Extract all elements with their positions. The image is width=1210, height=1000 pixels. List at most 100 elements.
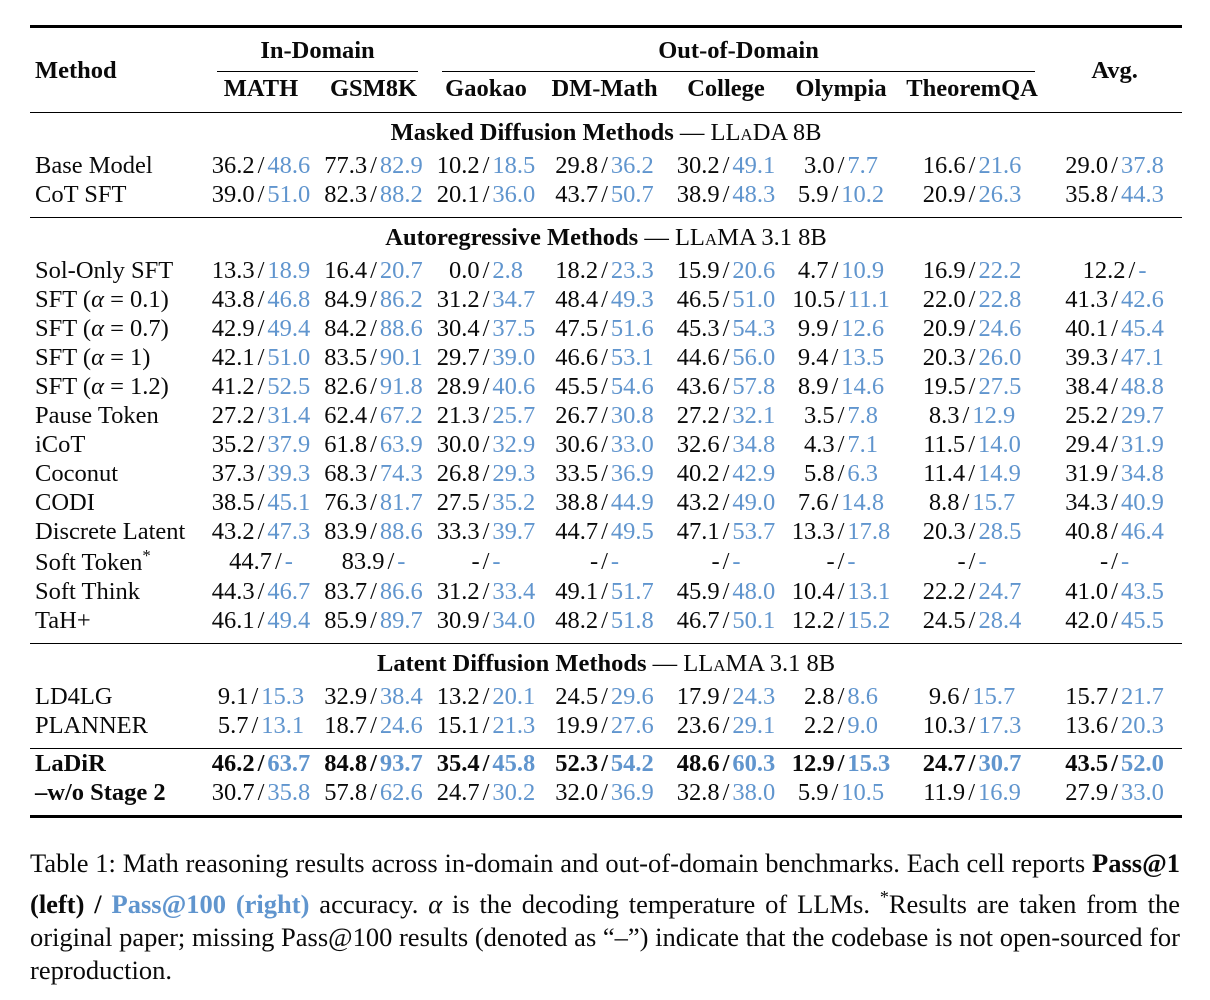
pass1-value: 38.8 xyxy=(555,488,599,516)
slash-separator: / xyxy=(601,547,608,575)
column-header-math: MATH xyxy=(223,75,299,102)
method-cell: LD4LG xyxy=(35,682,113,710)
pass1-value: 23.6 xyxy=(676,711,720,739)
pass1-value: 15.1 xyxy=(436,711,480,739)
pass100-value: 7.8 xyxy=(847,401,879,429)
pass100-value: 10.9 xyxy=(841,256,885,284)
score-cell: 30.6/33.0 xyxy=(542,430,667,459)
score-cell: 15.1/21.3 xyxy=(430,711,542,749)
score-cell: 8.8/15.7 xyxy=(897,488,1047,517)
method-cell: CODI xyxy=(35,488,95,516)
pass100-value: 54.2 xyxy=(610,749,654,777)
slash-separator: / xyxy=(1111,430,1118,458)
slash-separator: / xyxy=(722,606,730,634)
pass1-value: 8.8 xyxy=(928,488,960,516)
pass1-value: 2.8 xyxy=(803,682,835,710)
slash-separator: / xyxy=(722,749,730,777)
score-cell: 52.3/54.2 xyxy=(542,749,667,779)
pass100-value: 37.8 xyxy=(1120,151,1164,179)
slash-separator: / xyxy=(257,180,265,208)
slash-separator: / xyxy=(722,401,730,429)
pass1-value: 7.6 xyxy=(797,488,829,516)
method-cell: LaDiR xyxy=(35,749,106,777)
pass1-value: 48.2 xyxy=(555,606,599,634)
pass1-value: 30.0 xyxy=(436,430,480,458)
slash-separator: / xyxy=(482,606,490,634)
section-header: Autoregressive Methods — LLaMA 3.1 8B xyxy=(385,223,827,251)
pass1-value: - xyxy=(826,547,835,575)
pass100-value: 38.0 xyxy=(732,778,776,806)
slash-separator: / xyxy=(370,285,377,313)
table-header: Method In-Domain Out-of-Domain Avg. MATH… xyxy=(30,27,1183,113)
pass100-value: 36.0 xyxy=(492,180,536,208)
score-cell: 38.9/48.3 xyxy=(667,180,785,218)
slash-separator: / xyxy=(601,749,608,777)
score-cell: 16.4/20.7 xyxy=(317,256,430,285)
slash-separator: / xyxy=(370,343,377,371)
method-cell: SFT (α = 1) xyxy=(35,343,151,371)
pass1-value: 43.7 xyxy=(555,180,599,208)
slash-separator: / xyxy=(831,778,839,806)
score-cell: 26.7/30.8 xyxy=(542,401,667,430)
pass1-value: 8.9 xyxy=(797,372,829,400)
slash-separator: / xyxy=(370,151,377,179)
score-cell: 10.2/18.5 xyxy=(430,151,542,180)
pass100-value: 25.7 xyxy=(492,401,536,429)
slash-separator: / xyxy=(968,577,976,605)
slash-separator: / xyxy=(601,401,608,429)
pass100-value: 38.4 xyxy=(379,682,423,710)
score-cell: 29.4/31.9 xyxy=(1047,430,1182,459)
slash-separator: / xyxy=(968,749,976,777)
pass100-value: 74.3 xyxy=(379,459,423,487)
pass100-value: 91.8 xyxy=(379,372,423,400)
pass1-value: 17.9 xyxy=(676,682,720,710)
section-header: Masked Diffusion Methods — LLaDA 8B xyxy=(390,118,822,146)
slash-separator: / xyxy=(601,314,608,342)
slash-separator: / xyxy=(968,256,976,284)
pass100-value: 54.6 xyxy=(610,372,654,400)
pass1-value: 31.2 xyxy=(436,285,480,313)
pass1-value: 45.9 xyxy=(676,577,720,605)
pass1-value: 13.3 xyxy=(211,256,255,284)
slash-separator: / xyxy=(601,577,608,605)
pass100-value: 34.8 xyxy=(1120,459,1164,487)
pass100-value: 13.1 xyxy=(261,711,305,739)
pass100-value: 16.9 xyxy=(978,778,1021,806)
column-header-college: College xyxy=(687,75,765,102)
pass100-value: 46.4 xyxy=(1120,517,1164,545)
score-cell: 7.6/14.8 xyxy=(785,488,897,517)
caption-segment: α xyxy=(428,888,443,919)
pass1-value: 9.1 xyxy=(217,682,249,710)
pass100-value: 51.8 xyxy=(610,606,654,634)
slash-separator: / xyxy=(1111,151,1118,179)
pass1-value: 83.5 xyxy=(324,343,368,371)
pass100-value: - xyxy=(492,547,501,575)
pass100-value: 49.4 xyxy=(267,314,311,342)
pass1-value: 20.9 xyxy=(922,180,966,208)
pass100-value: 48.6 xyxy=(267,151,311,179)
pass100-value: 42.9 xyxy=(732,459,776,487)
pass1-value: 49.1 xyxy=(555,577,599,605)
slash-separator: / xyxy=(1111,459,1118,487)
pass1-value: 48.6 xyxy=(676,749,720,777)
pass1-value: 77.3 xyxy=(324,151,368,179)
pass1-value: 12.2 xyxy=(1082,256,1126,284)
table-caption: Table 1: Math reasoning results across i… xyxy=(30,847,1180,988)
pass1-value: 42.9 xyxy=(211,314,255,342)
caption-segment: is the decoding temperature of LLMs. xyxy=(442,888,880,919)
section-title: Latent Diffusion Methods xyxy=(377,649,647,677)
method-cell: iCoT xyxy=(35,430,86,458)
pass100-value: 34.8 xyxy=(732,430,776,458)
pass1-value: 22.0 xyxy=(922,285,966,313)
slash-separator: / xyxy=(370,711,377,739)
score-cell: 12.2/15.2 xyxy=(785,606,897,644)
pass100-value: 28.5 xyxy=(978,517,1022,545)
slash-separator: / xyxy=(482,314,490,342)
pass100-value: 27.6 xyxy=(610,711,654,739)
slash-separator: / xyxy=(482,256,490,284)
table-row: Sol-Only SFT 13.3/18.9 16.4/20.7 0.0/2.8 18.… xyxy=(30,256,1182,285)
method-cell: Soft Think xyxy=(35,577,141,605)
slash-separator: / xyxy=(257,430,265,458)
score-cell: 9.1/15.3 xyxy=(205,682,317,711)
column-header-olympia: Olympia xyxy=(795,75,887,102)
